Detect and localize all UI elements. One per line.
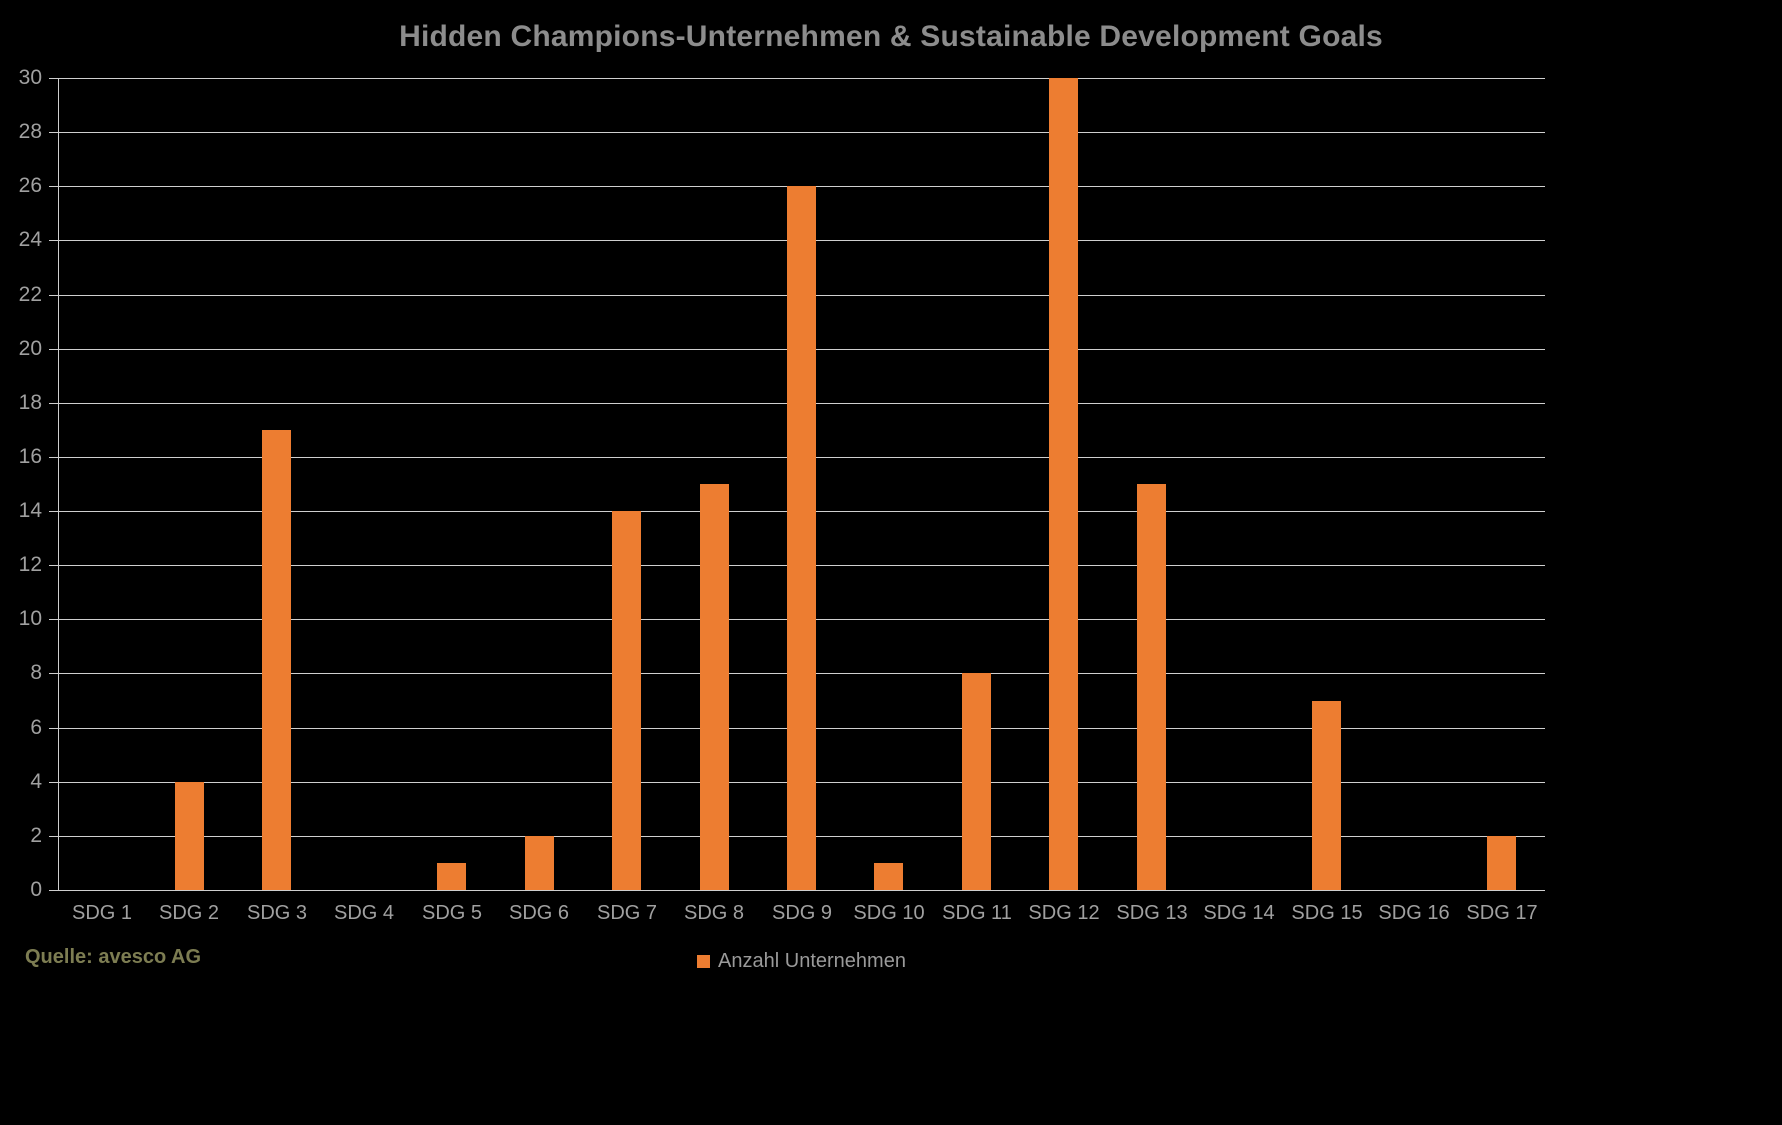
legend-swatch-icon [697, 955, 711, 968]
bar-sdg-15 [1312, 701, 1341, 890]
y-axis-label: 0 [30, 878, 42, 901]
source-note: Quelle: avesco AG [25, 946, 201, 968]
y-axis-label: 20 [18, 337, 42, 360]
bar-sdg-7 [612, 511, 641, 890]
x-axis-label: SDG 3 [246, 902, 308, 924]
y-axis-tick [49, 78, 58, 79]
y-axis-label: 10 [18, 607, 42, 630]
bar-sdg-10 [874, 863, 903, 890]
y-axis-tick [49, 782, 58, 783]
y-axis-label: 8 [30, 661, 42, 684]
x-axis-label: SDG 4 [333, 902, 395, 924]
x-axis-label: SDG 13 [1116, 902, 1188, 924]
y-axis-tick [49, 349, 58, 350]
gridline [58, 78, 1545, 79]
y-axis-tick [49, 619, 58, 620]
x-axis-label: SDG 6 [508, 902, 570, 924]
x-axis-label: SDG 14 [1203, 902, 1275, 924]
y-axis-label: 16 [18, 445, 42, 468]
y-axis-tick [49, 511, 58, 512]
y-axis-tick [49, 728, 58, 729]
y-axis-label: 2 [30, 824, 42, 847]
x-axis-label: SDG 7 [596, 902, 658, 924]
bar-sdg-2 [175, 782, 204, 890]
legend: Anzahl Unternehmen [58, 950, 1545, 973]
x-axis-label: SDG 11 [942, 902, 1012, 924]
x-axis-label: SDG 5 [421, 902, 483, 924]
bar-sdg-13 [1137, 484, 1166, 890]
y-axis-label: 30 [18, 66, 42, 89]
x-axis-label: SDG 15 [1291, 902, 1363, 924]
bar-sdg-9 [787, 186, 816, 890]
x-axis-label: SDG 17 [1466, 902, 1538, 924]
y-axis-label: 14 [18, 499, 42, 522]
y-axis-label: 22 [18, 283, 42, 306]
y-axis-tick [49, 890, 58, 891]
x-axis-label: SDG 12 [1028, 902, 1100, 924]
y-axis-label: 4 [30, 770, 42, 793]
y-axis-tick [49, 673, 58, 674]
bar-sdg-17 [1487, 836, 1516, 890]
bar-sdg-3 [262, 430, 291, 890]
y-axis-tick [49, 836, 58, 837]
gridline [58, 890, 1545, 891]
y-axis-tick [49, 403, 58, 404]
y-axis-tick [49, 240, 58, 241]
y-axis-tick [49, 565, 58, 566]
bar-sdg-6 [525, 836, 554, 890]
x-axis-label: SDG 2 [158, 902, 220, 924]
plot-area: 0 2 4 6 8 10 12 14 16 18 20 22 24 26 28 30 SDG 1 SDG 2 SDG… [19, 67, 1545, 924]
y-axis-label: 18 [18, 391, 42, 414]
y-axis-tick [49, 186, 58, 187]
bar-sdg-8 [700, 484, 729, 890]
legend-label: Anzahl Unternehmen [718, 950, 906, 972]
y-axis-label: 26 [18, 174, 42, 197]
chart-title: Hidden Champions-Unternehmen & Sustainab… [399, 20, 1383, 53]
bar-sdg-5 [437, 863, 466, 890]
x-axis-label: SDG 9 [771, 902, 833, 924]
y-axis-tick [49, 132, 58, 133]
x-axis-label: SDG 16 [1378, 902, 1450, 924]
gridline [58, 132, 1545, 133]
x-axis-label: SDG 1 [71, 902, 133, 924]
bar-sdg-11 [962, 673, 991, 890]
x-axis-label: SDG 10 [853, 902, 925, 924]
y-axis-label: 24 [18, 228, 42, 251]
bar-sdg-12 [1049, 78, 1078, 890]
y-axis-label: 6 [30, 716, 42, 739]
x-axis-label: SDG 8 [683, 902, 745, 924]
y-axis-tick [49, 295, 58, 296]
y-axis-line [58, 78, 59, 890]
y-axis-tick [49, 457, 58, 458]
y-axis-label: 12 [18, 553, 42, 576]
y-axis-label: 28 [18, 120, 42, 143]
